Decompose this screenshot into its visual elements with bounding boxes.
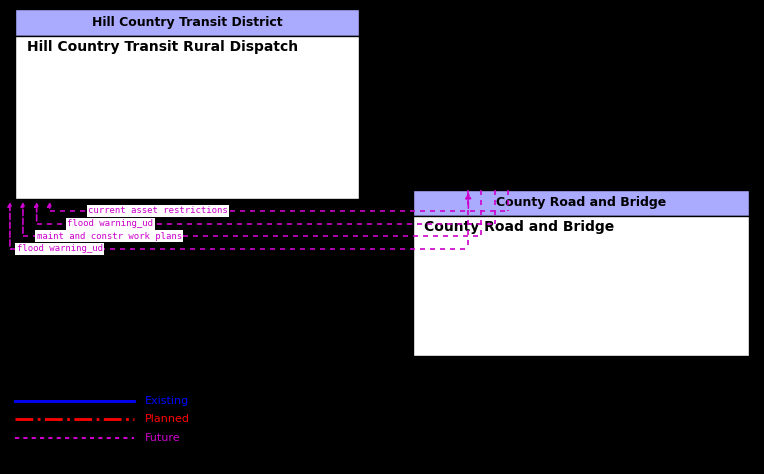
Text: County Road and Bridge: County Road and Bridge [496,196,665,209]
Text: Existing: Existing [145,395,189,406]
Text: County Road and Bridge: County Road and Bridge [424,220,614,235]
Text: flood warning_ud: flood warning_ud [67,219,154,228]
Bar [15,9,359,36]
Text: Future: Future [145,433,181,444]
Text: flood warning_ud: flood warning_ud [17,245,103,253]
Text: Planned: Planned [145,414,190,425]
Bar [15,36,359,199]
Bar [413,190,749,216]
Text: Hill Country Transit Rural Dispatch: Hill Country Transit Rural Dispatch [27,40,298,55]
Text: Hill Country Transit District: Hill Country Transit District [92,16,283,29]
Text: current asset restrictions: current asset restrictions [88,207,228,215]
Text: maint and constr work plans: maint and constr work plans [37,232,182,240]
Bar [413,216,749,356]
